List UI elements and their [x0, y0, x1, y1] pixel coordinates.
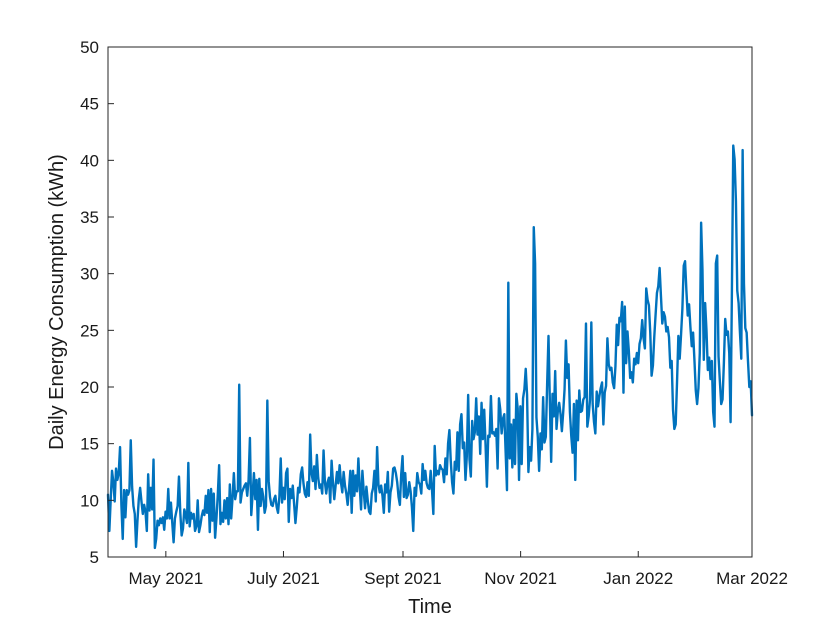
y-tick-label: 25	[80, 321, 99, 340]
x-tick-label: May 2021	[129, 569, 204, 588]
plot-frame	[107, 46, 753, 558]
x-tick-label: Jan 2022	[603, 569, 673, 588]
y-tick-label: 5	[90, 548, 99, 567]
y-tick-label: 40	[80, 151, 99, 170]
x-axis-title: Time	[408, 596, 452, 618]
x-tick-label: July 2021	[247, 569, 320, 588]
y-tick-label: 20	[80, 378, 99, 397]
y-tick-label: 15	[80, 435, 99, 454]
y-axis-title: Daily Energy Consumption (kWh)	[46, 154, 68, 450]
x-tick-label: Mar 2022	[716, 569, 788, 588]
x-axis: May 2021 July 2021 Sept 2021 Nov 2021 Jan 20…	[129, 551, 788, 588]
x-tick-label: Sept 2021	[364, 569, 442, 588]
series-line-0	[106, 144, 754, 550]
x-tick-label: Nov 2021	[484, 569, 557, 588]
y-tick-label: 35	[80, 208, 99, 227]
y-tick-label: 45	[80, 95, 99, 114]
y-tick-label: 10	[80, 491, 99, 510]
y-axis: 5 10 15 20 25 30 35 40 45 50	[80, 38, 114, 567]
y-tick-label: 30	[80, 265, 99, 284]
series-layer	[106, 144, 754, 550]
y-tick-label: 50	[80, 38, 99, 57]
